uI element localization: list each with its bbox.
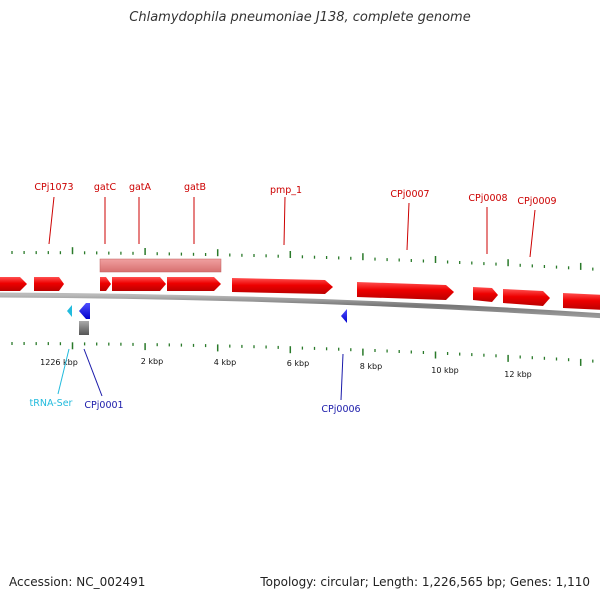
gene-arrow-cpj0009[interactable] (503, 289, 550, 306)
upper-tick-row (11, 247, 594, 271)
gene-arrow-cpj0008[interactable] (473, 287, 498, 302)
forward-gene-labels: CPj1073 gatC gatA gatB pmp_1 CPj0007 CPj… (34, 182, 557, 258)
reverse-gene-labels: tRNA-Ser CPj0001 CPj0006 (30, 348, 361, 415)
label-cpj1073: CPj1073 (34, 182, 73, 193)
label-cpj0008: CPj0008 (468, 193, 507, 204)
scale-label-1226kbp: 1226 kbp (40, 358, 78, 367)
label-cpj0001: CPj0001 (84, 400, 123, 411)
gene-arrow-cpj0006[interactable] (341, 309, 347, 323)
scale-labels: 1226 kbp 2 kbp 4 kbp 6 kbp 8 kbp 10 kbp … (40, 357, 532, 379)
gene-arrow-gatc[interactable] (100, 277, 111, 291)
misc-feature-block[interactable] (79, 321, 89, 335)
gene-arrow-gatb[interactable] (167, 277, 221, 291)
label-pmp-1: pmp_1 (270, 185, 302, 196)
genome-backbone (0, 292, 600, 319)
trna-ser-arrow[interactable] (67, 305, 72, 317)
scale-label-4kbp: 4 kbp (214, 358, 236, 367)
genome-summary-text: Topology: circular; Length: 1,226,565 bp… (260, 575, 590, 589)
label-gata: gatA (129, 182, 152, 193)
gene-arrow-cpj1073-left[interactable] (0, 277, 27, 291)
gene-arrow-cpj1073[interactable] (34, 277, 64, 291)
label-cpj0007: CPj0007 (390, 189, 429, 200)
operon-bar (99, 258, 222, 273)
scale-label-2kbp: 2 kbp (141, 357, 163, 366)
gene-arrow-right-edge[interactable] (563, 293, 600, 310)
scale-label-8kbp: 8 kbp (360, 362, 382, 371)
gene-arrow-cpj0007[interactable] (357, 282, 454, 300)
gene-arrow-gata[interactable] (112, 277, 166, 291)
gene-arrow-cpj0001[interactable] (79, 303, 90, 319)
label-cpj0009: CPj0009 (517, 196, 556, 207)
label-cpj0006: CPj0006 (321, 404, 360, 415)
label-gatc: gatC (94, 182, 117, 193)
label-trna-ser: tRNA-Ser (30, 398, 73, 409)
label-gatb: gatB (184, 182, 206, 193)
accession-text: Accession: NC_002491 (9, 575, 146, 589)
gene-arrow-pmp-1[interactable] (232, 278, 333, 294)
scale-label-10kbp: 10 kbp (431, 366, 459, 375)
lower-tick-row (11, 342, 594, 366)
scale-label-6kbp: 6 kbp (287, 359, 309, 368)
map-title: Chlamydophila pneumoniae J138, complete … (129, 10, 471, 25)
scale-label-12kbp: 12 kbp (504, 370, 532, 379)
